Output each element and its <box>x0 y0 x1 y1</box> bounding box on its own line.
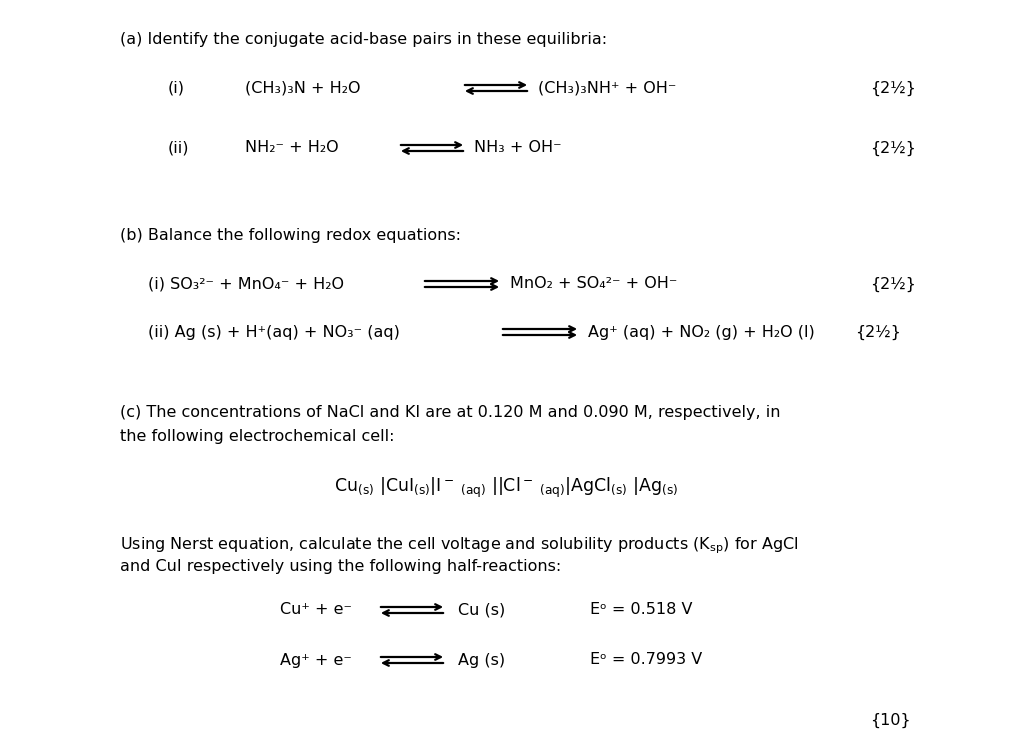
Text: NH₃ + OH⁻: NH₃ + OH⁻ <box>473 140 561 155</box>
Text: (b) Balance the following redox equations:: (b) Balance the following redox equation… <box>120 228 461 243</box>
Text: Ag (s): Ag (s) <box>458 652 504 668</box>
Text: Eᵒ = 0.7993 V: Eᵒ = 0.7993 V <box>589 652 702 668</box>
Text: {2½}: {2½} <box>869 81 915 96</box>
Text: {10}: {10} <box>869 713 910 728</box>
Text: (a) Identify the conjugate acid-base pairs in these equilibria:: (a) Identify the conjugate acid-base pai… <box>120 32 607 47</box>
Text: Eᵒ = 0.518 V: Eᵒ = 0.518 V <box>589 603 692 618</box>
Text: (ii): (ii) <box>168 140 189 155</box>
Text: NH₂⁻ + H₂O: NH₂⁻ + H₂O <box>245 140 339 155</box>
Text: Cu$_{\rm (s)}$ |CuI$_{\rm (s)}$|I$^-$$_{\rm\ (aq)}$ ||Cl$^-$$_{\rm\ (aq)}$|AgCl$: Cu$_{\rm (s)}$ |CuI$_{\rm (s)}$|I$^-$$_{… <box>334 476 677 500</box>
Text: {2½}: {2½} <box>854 324 900 340</box>
Text: MnO₂ + SO₄²⁻ + OH⁻: MnO₂ + SO₄²⁻ + OH⁻ <box>510 276 676 291</box>
Text: Ag⁺ + e⁻: Ag⁺ + e⁻ <box>280 652 352 668</box>
Text: Cu (s): Cu (s) <box>458 603 504 618</box>
Text: (i): (i) <box>168 81 185 96</box>
Text: (ii) Ag (s) + H⁺(aq) + NO₃⁻ (aq): (ii) Ag (s) + H⁺(aq) + NO₃⁻ (aq) <box>148 324 399 339</box>
Text: Ag⁺ (aq) + NO₂ (g) + H₂O (l): Ag⁺ (aq) + NO₂ (g) + H₂O (l) <box>587 324 814 339</box>
Text: Cu⁺ + e⁻: Cu⁺ + e⁻ <box>280 603 352 618</box>
Text: Using Nerst equation, calculate the cell voltage and solubility products (K$_{\r: Using Nerst equation, calculate the cell… <box>120 535 798 556</box>
Text: (CH₃)₃N + H₂O: (CH₃)₃N + H₂O <box>245 81 360 96</box>
Text: (c) The concentrations of NaCl and KI are at 0.120 M and 0.090 M, respectively, : (c) The concentrations of NaCl and KI ar… <box>120 405 779 420</box>
Text: (i) SO₃²⁻ + MnO₄⁻ + H₂O: (i) SO₃²⁻ + MnO₄⁻ + H₂O <box>148 276 344 291</box>
Text: {2½}: {2½} <box>869 276 915 291</box>
Text: the following electrochemical cell:: the following electrochemical cell: <box>120 429 394 444</box>
Text: {2½}: {2½} <box>869 140 915 155</box>
Text: (CH₃)₃NH⁺ + OH⁻: (CH₃)₃NH⁺ + OH⁻ <box>538 81 675 96</box>
Text: and CuI respectively using the following half-reactions:: and CuI respectively using the following… <box>120 559 561 574</box>
